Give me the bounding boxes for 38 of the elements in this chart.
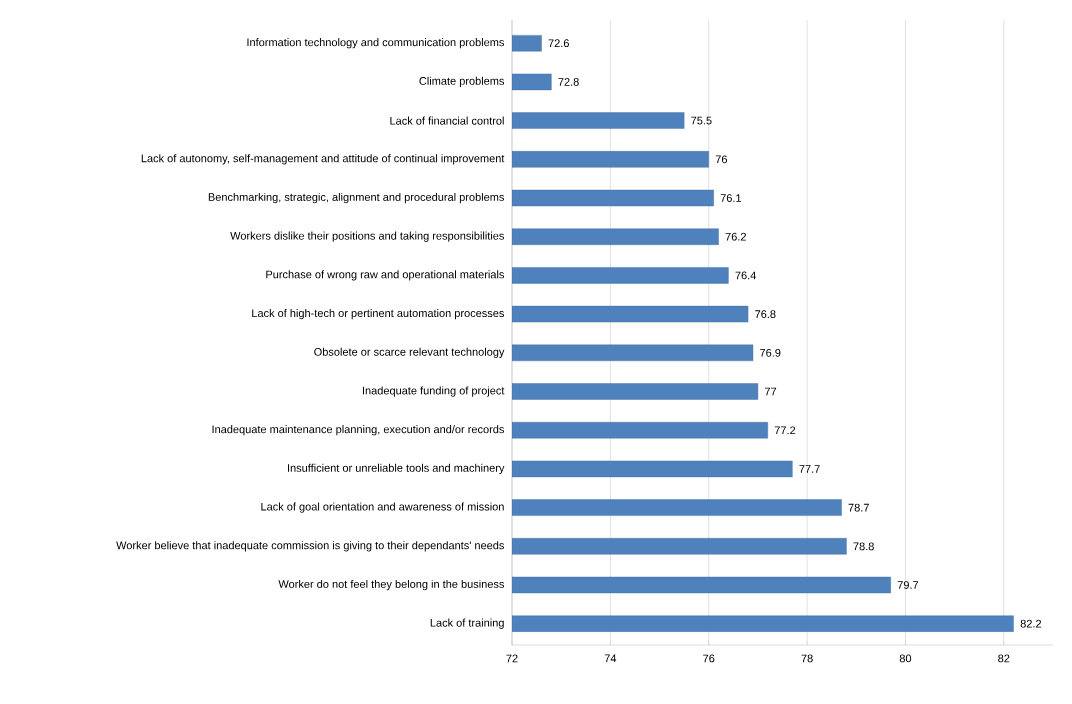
data-label: 76 [715,155,727,164]
y-tick-label: Insufficient or unreliable tools and machinery [288,463,505,475]
y-tick-label: Lack of goal orientation and awareness of mission [261,502,504,513]
x-tick-label: 72 [506,654,518,663]
x-tick-label: 78 [801,654,813,663]
y-tick-label: Inadequate maintenance planning, execution and/or records [212,425,505,436]
data-label: 75.5 [691,116,712,125]
x-tick-label: 80 [899,654,912,663]
x-tick-label: 74 [604,654,617,663]
y-tick-label: Inadequate funding of project [362,386,505,397]
y-tick-label: Lack of training [430,618,504,629]
x-tick-label: 82 [998,654,1010,663]
data-label: 77 [765,387,777,396]
y-tick-label: Workers dislike their positions and taking responsibilities [230,231,504,242]
data-label: 76.9 [760,348,781,357]
data-label: 72.6 [548,39,569,48]
y-tick-label: Lack of financial control [390,116,504,125]
y-tick-label: Lack of autonomy, self-management and attitude of continual improvement [141,154,505,165]
data-label: 77.7 [799,465,820,473]
data-label: 76.2 [725,232,746,241]
x-tick-label: 76 [703,654,715,663]
y-tick-label: Climate problems [419,76,505,88]
y-tick-label: Lack of high-tech or pertinent automation processes [252,308,505,320]
y-tick-label: Worker do not feel they belong in the business [278,579,505,591]
y-tick-label: Benchmarking, strategic, alignment and procedural problems [208,192,505,204]
data-label: 76.1 [720,194,742,202]
data-label: 78.8 [853,542,874,551]
data-label: 77.2 [774,426,796,435]
y-tick-label: Purchase of wrong raw and operational materials [266,270,505,281]
data-label: 78.7 [848,503,869,512]
data-label: 79.7 [897,581,919,589]
data-label: 72.8 [558,78,579,86]
data-label: 76.8 [755,310,776,319]
y-tick-label: Obsolete or scarce relevant technology [314,347,505,358]
y-tick-label: Information technology and communication problems [247,38,505,49]
data-label: 76.4 [735,271,757,280]
data-label: 82.2 [1020,619,1042,628]
y-tick-label: Worker believe that inadequate commission is giving to their dependants' needs [116,541,504,552]
